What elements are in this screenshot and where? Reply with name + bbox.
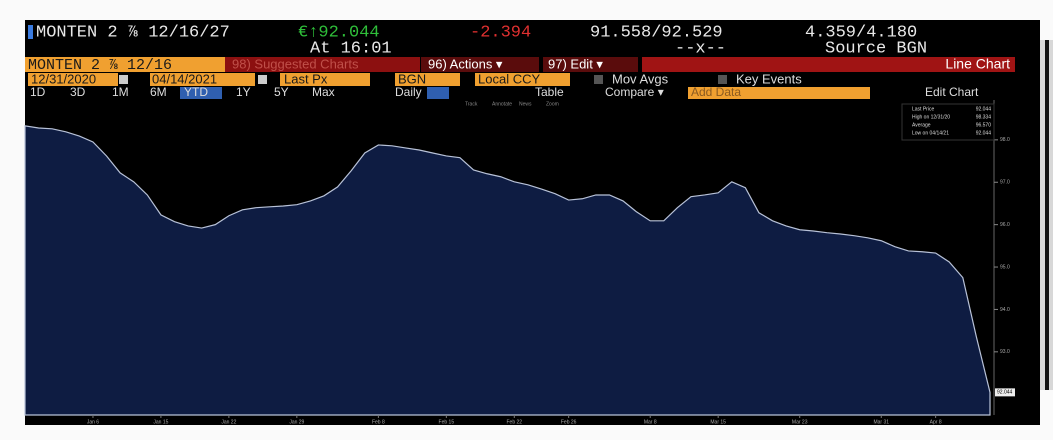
legend-value: 98.334 bbox=[976, 114, 992, 120]
table[interactable]: Table bbox=[535, 85, 564, 99]
bid-ask: 91.558/92.529 bbox=[590, 23, 723, 42]
period[interactable]: YTD bbox=[184, 85, 208, 99]
y-tick-label: 95.0 bbox=[1000, 264, 1010, 270]
period[interactable]: 3D bbox=[70, 85, 86, 99]
chart: 93.0 94.0 95.0 96.0 97.0 98.0 Jan 6 Jan 15 Jan 2… bbox=[24, 100, 1015, 425]
currency: Local CCY bbox=[478, 71, 540, 86]
size: --x-- bbox=[675, 39, 726, 58]
checkbox[interactable] bbox=[594, 75, 603, 84]
x-tick-label: Jan 22 bbox=[221, 419, 236, 425]
ticker-box[interactable] bbox=[25, 57, 225, 72]
chart-kind: Line Chart bbox=[945, 56, 1010, 72]
source-box[interactable] bbox=[395, 73, 460, 86]
tool: Track bbox=[465, 101, 478, 107]
ticker: MONTEN 2 ⅞ 12/16 bbox=[28, 57, 172, 74]
line-button[interactable] bbox=[427, 87, 449, 99]
end-box[interactable] bbox=[150, 73, 255, 86]
x-tick-label: Mar 15 bbox=[710, 419, 726, 425]
legend-box bbox=[901, 103, 995, 141]
legend-value: 92.044 bbox=[976, 106, 992, 112]
y-tick-label: 98.0 bbox=[1000, 137, 1010, 143]
edit-chart[interactable]: Edit Chart bbox=[925, 85, 979, 99]
last-price-box bbox=[995, 388, 1015, 397]
last-price-tag: 92.044 bbox=[997, 390, 1013, 396]
key-events: Key Events bbox=[736, 71, 802, 86]
start-box[interactable] bbox=[28, 73, 118, 86]
currency-box[interactable] bbox=[475, 73, 570, 86]
edit: 97) Edit ▾ bbox=[548, 56, 603, 71]
add-data-box[interactable] bbox=[688, 87, 870, 99]
source: Source BGN bbox=[825, 39, 927, 58]
price-area bbox=[24, 125, 991, 416]
x-tick-label: Apr 8 bbox=[930, 419, 942, 425]
marker bbox=[28, 25, 33, 39]
edit-box[interactable] bbox=[543, 57, 638, 72]
change: -2.394 bbox=[470, 23, 531, 42]
x-tick-label: Feb 26 bbox=[561, 419, 577, 425]
tool: News bbox=[519, 101, 532, 107]
time: At 16:01 bbox=[310, 39, 392, 58]
x-tick-label: Mar 8 bbox=[644, 419, 657, 425]
end-date: 04/14/2021 bbox=[152, 71, 217, 86]
x-tick-label: Feb 15 bbox=[439, 419, 455, 425]
actions: 96) Actions ▾ bbox=[428, 56, 503, 71]
legend-label: High on 12/31/20 bbox=[912, 114, 950, 120]
price: €↑92.044 bbox=[298, 23, 380, 42]
period[interactable]: 1M bbox=[112, 85, 129, 99]
suggested-box[interactable] bbox=[225, 57, 420, 72]
yield: 4.359/4.180 bbox=[805, 23, 917, 42]
add-data: Add Data bbox=[691, 85, 741, 99]
y-tick-label: 96.0 bbox=[1000, 222, 1010, 228]
compare[interactable]: Compare ▾ bbox=[605, 85, 664, 99]
legend-label: Last Price bbox=[912, 106, 934, 112]
red-bar bbox=[642, 57, 1015, 72]
tool: Zoom bbox=[546, 101, 559, 107]
actions-box[interactable] bbox=[421, 57, 539, 72]
x-tick-label: Feb 22 bbox=[507, 419, 523, 425]
tool: Annotate bbox=[492, 101, 512, 107]
period[interactable]: 6M bbox=[150, 85, 167, 99]
side-line bbox=[1045, 40, 1049, 390]
checkbox[interactable] bbox=[718, 75, 727, 84]
y-tick-label: 93.0 bbox=[1000, 349, 1010, 355]
calendar-icon[interactable] bbox=[258, 75, 267, 84]
y-tick-label: 97.0 bbox=[1000, 180, 1010, 186]
x-tick-label: Mar 31 bbox=[873, 419, 889, 425]
legend-value: 96.570 bbox=[976, 122, 992, 128]
period[interactable]: 1D bbox=[30, 85, 46, 99]
x-tick-label: Feb 8 bbox=[372, 419, 385, 425]
x-tick-label: Jan 6 bbox=[87, 419, 99, 425]
legend-label: Average bbox=[912, 122, 931, 128]
period[interactable]: Max bbox=[312, 85, 335, 99]
security: MONTEN 2 ⅞ 12/16/27 bbox=[36, 23, 230, 42]
x-tick-label: Jan 15 bbox=[153, 419, 168, 425]
legend-value: 92.044 bbox=[976, 130, 992, 136]
mov-avgs: Mov Avgs bbox=[612, 71, 669, 86]
legend-label: Low on 04/14/21 bbox=[912, 130, 949, 136]
suggested: 98) Suggested Charts bbox=[232, 56, 359, 71]
period[interactable]: 5Y bbox=[274, 85, 289, 99]
start-date: 12/31/2020 bbox=[31, 71, 96, 86]
y-tick-label: 94.0 bbox=[1000, 307, 1010, 313]
period[interactable]: 1Y bbox=[236, 85, 251, 99]
period-active bbox=[180, 87, 222, 99]
field-box[interactable] bbox=[280, 73, 370, 86]
pricing-source: BGN bbox=[398, 71, 426, 86]
field: Last Px bbox=[284, 71, 328, 86]
frequency[interactable]: Daily ▼ bbox=[395, 85, 437, 99]
x-tick-label: Mar 23 bbox=[792, 419, 808, 425]
calendar-icon[interactable] bbox=[119, 75, 128, 84]
x-tick-label: Jan 29 bbox=[289, 419, 304, 425]
